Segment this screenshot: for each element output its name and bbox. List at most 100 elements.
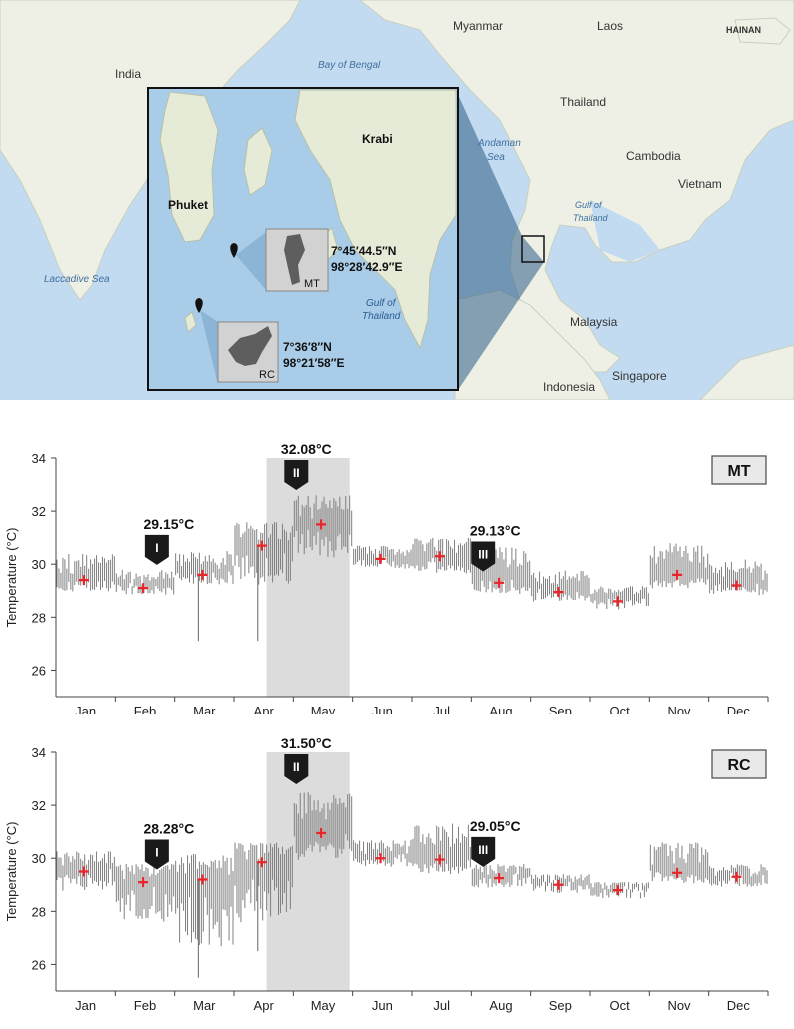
monthly-mean-marker xyxy=(197,874,208,885)
monthly-mean-marker xyxy=(256,540,267,551)
label-malaysia: Malaysia xyxy=(570,315,618,329)
y-tick-label: 34 xyxy=(32,745,46,760)
event-ii-marker xyxy=(284,460,309,490)
label-inset-gulf-1: Gulf of xyxy=(366,298,397,309)
monthly-mean-marker xyxy=(78,575,89,586)
label-laos: Laos xyxy=(597,19,623,33)
event-i-numeral: I xyxy=(155,541,158,555)
x-tick-label: Dec xyxy=(727,998,751,1013)
monthly-mean-marker xyxy=(434,551,445,562)
zoom-connector xyxy=(455,88,544,390)
monthly-mean-marker xyxy=(494,577,505,588)
monthly-mean-marker xyxy=(612,596,623,607)
rc-chart-svg: 26 28 30 32 34 Temperature (°C) Jan Feb Mar Apr Ma… xyxy=(4,735,769,1013)
site-label-box xyxy=(711,455,767,485)
label-andaman: Andaman xyxy=(477,138,521,149)
y-tick-label: 26 xyxy=(32,957,46,972)
y-tick-label: 28 xyxy=(32,610,46,625)
monthly-mean-marker xyxy=(434,854,445,865)
rc-island-shape xyxy=(228,326,272,366)
monthly-mean-marker xyxy=(612,885,623,896)
inset-krabi-coast xyxy=(294,89,457,350)
label-bay-of-bengal: Bay of Bengal xyxy=(318,60,381,71)
y-tick-label: 32 xyxy=(32,504,46,519)
monthly-mean-marker xyxy=(672,569,683,580)
monthly-mean-marker xyxy=(731,871,742,882)
mt-island-shape xyxy=(284,234,305,285)
southeast-asia-land xyxy=(359,0,794,373)
monthly-mean-marker xyxy=(731,580,742,591)
label-hainan: HAINAN xyxy=(726,25,761,35)
event-iii-value-label: 29.05°C xyxy=(470,818,521,834)
label-laccadive-sea: Laccadive Sea xyxy=(44,274,110,285)
monthly-mean-marker xyxy=(78,866,89,877)
x-tick-label: Aug xyxy=(489,998,512,1013)
label-singapore: Singapore xyxy=(612,369,667,383)
monthly-mean-marker xyxy=(672,867,683,878)
rc-callout-wedge xyxy=(200,310,218,385)
monthly-mean-marker xyxy=(138,877,149,888)
inset-island-1 xyxy=(243,127,273,196)
monthly-mean-marker xyxy=(256,857,267,868)
label-cambodia: Cambodia xyxy=(626,149,681,163)
y-axis-label: Temperature (°C) xyxy=(4,822,19,922)
label-vietnam: Vietnam xyxy=(678,177,722,191)
rc-longitude: 98°21′58″E xyxy=(283,356,344,370)
x-tick-label: Oct xyxy=(610,998,631,1013)
x-tick-label: Jun xyxy=(372,998,393,1013)
x-tick-label: Sep xyxy=(549,998,572,1013)
event-i-marker xyxy=(144,534,169,565)
inset-island-3 xyxy=(184,311,197,333)
label-thailand: Thailand xyxy=(560,95,606,109)
y-tick-label: 34 xyxy=(32,451,46,466)
monthly-mean-marker xyxy=(494,873,505,884)
event-ii-value-label: 31.50°C xyxy=(281,735,332,751)
event-iii-value-label: 29.13°C xyxy=(470,523,521,539)
borneo-land xyxy=(699,344,794,400)
highlight-period-band xyxy=(266,752,350,991)
event-i-marker xyxy=(144,839,169,870)
inset-map: Krabi Phuket Gulf of Thailand MT 7°45′44… xyxy=(147,87,459,391)
rc-location-pin-icon xyxy=(195,298,203,313)
map-canvas: India Bay of Bengal Myanmar Laos HAINAN … xyxy=(0,0,794,400)
monthly-mean-marker xyxy=(197,569,208,580)
label-inset-gulf-2: Thailand xyxy=(362,311,401,322)
y-tick-label: 28 xyxy=(32,904,46,919)
mt-latitude: 7°45′44.5″N xyxy=(331,244,396,258)
event-i-value-label: 28.28°C xyxy=(143,820,194,836)
inset-phuket xyxy=(159,91,219,243)
label-myanmar: Myanmar xyxy=(453,19,503,33)
y-tick-label: 30 xyxy=(32,851,46,866)
y-axis-label: Temperature (°C) xyxy=(4,528,19,628)
label-gulf-outer-2: Thailand xyxy=(573,213,609,223)
highlight-period-band xyxy=(266,458,350,697)
x-tick-label: May xyxy=(311,998,336,1013)
x-tick-label: Jul xyxy=(433,998,450,1013)
mt-thumbnail-tag: MT xyxy=(304,278,320,290)
monthly-mean-marker xyxy=(375,553,386,564)
y-tick-label: 32 xyxy=(32,798,46,813)
label-gulf-outer-1: Gulf of xyxy=(575,200,603,210)
x-tick-label: Nov xyxy=(667,998,691,1013)
x-tick-label: Apr xyxy=(254,998,275,1013)
rc-thumbnail-tag: RC xyxy=(259,369,275,381)
y-tick-label: 26 xyxy=(32,663,46,678)
mt-location-pin-icon xyxy=(230,243,238,258)
event-i-value-label: 29.15°C xyxy=(143,516,194,532)
monthly-mean-marker xyxy=(316,827,327,838)
mt-temperature-chart: 26 28 30 32 34 Temperature (°C) Jan Feb Mar Apr Ma… xyxy=(0,402,794,719)
x-tick-label: Mar xyxy=(193,998,216,1013)
event-i-numeral: I xyxy=(155,845,158,859)
regional-map: India Bay of Bengal Myanmar Laos HAINAN … xyxy=(0,0,794,400)
site-label: MT xyxy=(727,463,750,480)
x-tick-label: Jan xyxy=(75,998,96,1013)
hainan-land xyxy=(734,17,791,45)
gulf-water xyxy=(590,200,660,262)
event-iii-marker xyxy=(471,541,496,572)
monthly-mean-marker xyxy=(316,519,327,530)
rc-temperature-chart: 26 28 30 32 34 Temperature (°C) Jan Feb Mar Apr Ma… xyxy=(0,712,794,1024)
monthly-mean-marker xyxy=(138,583,149,594)
label-indonesia: Indonesia xyxy=(543,380,595,394)
monthly-mean-marker xyxy=(553,879,564,890)
